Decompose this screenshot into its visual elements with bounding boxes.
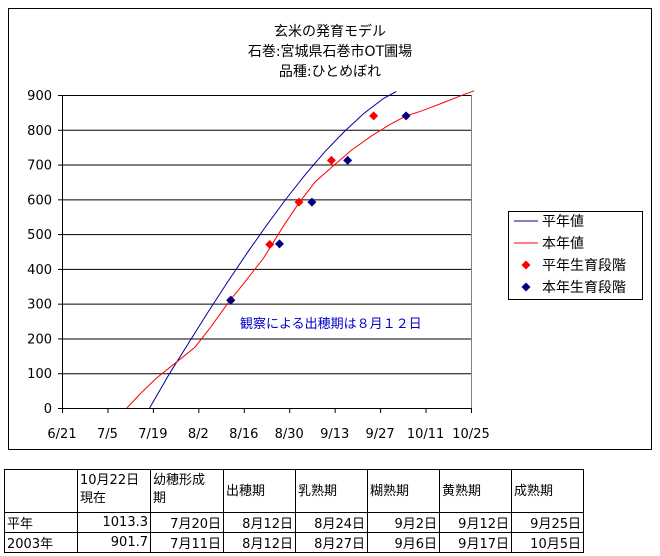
y-tick-label: 800	[27, 124, 52, 139]
x-tick-label: 6/21	[47, 427, 76, 442]
table-row: 平年 1013.3 7月20日 8月12日 8月24日 9月2日 9月12日 9…	[4, 512, 584, 533]
x-tick-label: 8/16	[229, 427, 258, 442]
y-tick-label: 0	[44, 402, 52, 417]
y-tick-label: 900	[27, 89, 52, 104]
y-tick-label: 500	[27, 228, 52, 243]
series-marker-4	[274, 239, 284, 249]
chart-title-line-3: 品種:ひとめぼれ	[279, 64, 381, 80]
series-marker-4	[307, 197, 317, 207]
growth-stage-table: 10月22日 現在 幼穂形成期 出穂期 乳熟期 糊熟期 黄熟期 成熟期 平年 10…	[4, 469, 584, 553]
y-tick-label: 600	[27, 193, 52, 208]
table-header-cell: 10月22日 現在	[77, 469, 151, 513]
y-tick-label: 300	[27, 298, 52, 313]
series-marker-4	[343, 155, 353, 165]
table-header-cell: 成熟期	[511, 469, 584, 513]
header-line-2: 現在	[80, 491, 107, 506]
y-tick-label: 700	[27, 159, 52, 174]
x-tick-label: 8/2	[188, 427, 209, 442]
y-tick-label: 100	[27, 367, 52, 382]
chart-title: 玄米の発育モデル 石巻:宮城県石巻市OT圃場 品種:ひとめぼれ	[248, 23, 412, 80]
x-tick-label: 7/19	[138, 427, 167, 442]
series-layer	[126, 90, 475, 409]
table-cell: 9月6日	[367, 532, 440, 553]
table-cell: 8月24日	[295, 512, 368, 533]
table-cell: 平年	[4, 512, 78, 533]
series-marker-4	[401, 111, 411, 121]
table-cell: 2003年	[4, 532, 78, 553]
heading-annotation: 観察による出穂期は８月１２日	[240, 317, 422, 332]
header-line-1: 10月22日	[80, 473, 140, 488]
legend-marker-swatch	[521, 260, 531, 270]
table-cell: 10月5日	[511, 532, 584, 553]
legend-box	[508, 211, 643, 300]
table-cell: 7月11日	[150, 532, 224, 553]
series-line-1	[149, 91, 397, 409]
x-tick-label: 8/30	[275, 427, 304, 442]
series-marker-3	[294, 197, 304, 207]
x-tick-label: 10/25	[452, 427, 489, 442]
legend-label: 本年値	[542, 236, 584, 252]
series-marker-3	[326, 155, 336, 165]
table-header-cell: 糊熟期	[367, 469, 440, 513]
table-cell: 9月17日	[439, 532, 512, 553]
x-tick-label: 10/11	[407, 427, 444, 442]
table-row: 2003年 901.7 7月11日 8月12日 8月27日 9月6日 9月17日…	[4, 532, 584, 553]
x-tick-label: 7/5	[97, 427, 118, 442]
table-header-cell: 乳熟期	[295, 469, 368, 513]
table-header-cell	[4, 469, 78, 513]
table-cell: 9月12日	[439, 512, 512, 533]
gridlines	[62, 95, 471, 375]
series-marker-3	[265, 240, 275, 250]
y-tick-label: 200	[27, 332, 52, 347]
legend-label: 平年生育段階	[542, 258, 626, 274]
table-cell: 8月27日	[295, 532, 368, 553]
chart-title-line-1: 玄米の発育モデル	[274, 23, 386, 40]
series-marker-3	[369, 111, 379, 121]
table-header-cell: 黄熟期	[439, 469, 512, 513]
header-line-1: 幼穂形成	[153, 473, 206, 488]
header-line-2: 期	[153, 491, 167, 506]
table-cell: 1013.3	[77, 512, 151, 533]
table-cell: 8月12日	[223, 512, 296, 533]
y-tick-label: 400	[27, 263, 52, 278]
table-header-row: 10月22日 現在 幼穂形成期 出穂期 乳熟期 糊熟期 黄熟期 成熟期	[4, 469, 584, 513]
table-header-cell: 幼穂形成期	[150, 469, 224, 513]
table-cell: 7月20日	[150, 512, 224, 533]
series-marker-4	[226, 295, 236, 305]
table-header-cell: 出穂期	[223, 469, 296, 513]
table-cell: 9月25日	[511, 512, 584, 533]
legend-marker-swatch	[521, 282, 531, 292]
table-cell: 9月2日	[367, 512, 440, 533]
legend-label: 平年値	[542, 214, 584, 230]
chart-title-line-2: 石巻:宮城県石巻市OT圃場	[248, 43, 412, 60]
legend-label: 本年生育段階	[542, 280, 626, 296]
table-cell: 8月12日	[223, 532, 296, 553]
x-tick-label: 9/27	[366, 427, 395, 442]
chart-frame: 玄米の発育モデル 石巻:宮城県石巻市OT圃場 品種:ひとめぼれ 0 100 200 3…	[8, 8, 652, 450]
axes: 0 100 200 300 400 500 600 700 800 900 6/21 7/5 7/19 8…	[27, 89, 490, 442]
table-cell: 901.7	[77, 532, 151, 553]
x-tick-label: 9/13	[320, 427, 349, 442]
